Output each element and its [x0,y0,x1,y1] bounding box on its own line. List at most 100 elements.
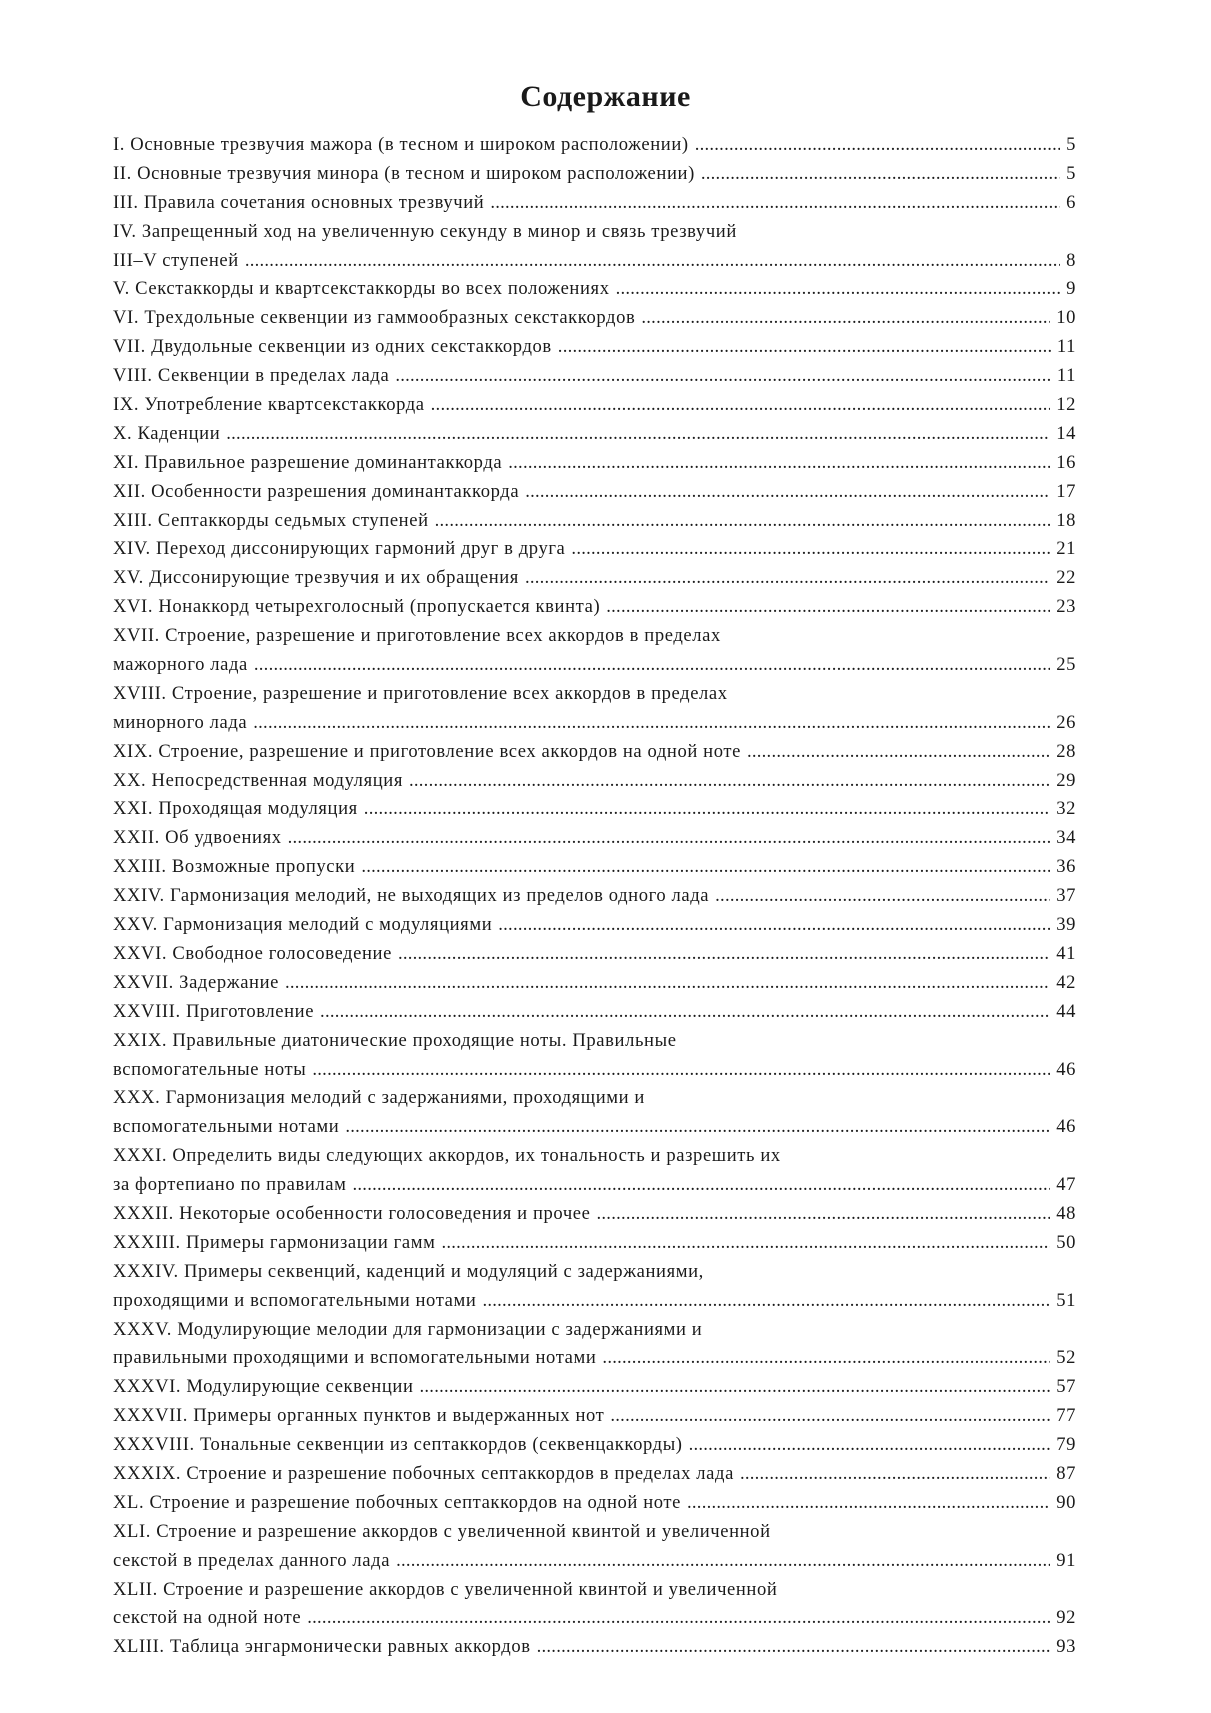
toc-entry-title: XXXI. Определить виды следующих аккордов… [113,1145,781,1167]
dot-leader [226,420,1050,449]
toc-page-number: 26 [1056,711,1076,733]
toc-entry: XXXVIII. Тональные секвенции из септакко… [113,1431,1076,1460]
toc-line: XL. Строение и разрешение побочных септа… [113,1489,1076,1518]
toc-line: XXXII. Некоторые особенности голосоведен… [113,1200,1076,1229]
toc-entry-title: XXIX. Правильные диатонические проходящи… [113,1029,677,1051]
toc-entry: XXVIII. Приготовление 44 [113,998,1076,1027]
toc-page-number: 5 [1066,134,1076,155]
toc-entry-title: XXV. Гармонизация мелодий с модуляциями [113,914,493,936]
toc-line: XX. Непосредственная модуляция 29 [113,767,1076,796]
toc-entry-title: XIV. Переход диссонирующих гармоний друг… [113,538,566,560]
toc-page-number: 29 [1056,769,1076,791]
toc-entry: XXV. Гармонизация мелодий с модуляциями 3… [113,911,1076,940]
toc-entry-title: XXXVII. Примеры органных пунктов и выдер… [113,1405,605,1427]
toc-line: XXV. Гармонизация мелодий с модуляциями 3… [113,911,1076,940]
toc-entry-title: III–V ступеней [113,249,239,271]
dot-leader [558,333,1051,362]
toc-line: X. Каденции 14 [113,420,1076,449]
toc-entry-title: XVIII. Строение, разрешение и приготовле… [113,682,728,704]
toc-entry-title: IX. Употребление квартсекстаккорда [113,394,425,416]
dot-leader [361,853,1050,882]
dot-leader [610,1402,1050,1431]
toc-entry-title: XV. Диссонирующие трезвучия и их обращен… [113,567,519,589]
toc-page-number: 17 [1056,480,1076,502]
toc-page-number: 39 [1056,914,1076,936]
toc-page-number: 52 [1056,1347,1076,1369]
dot-leader [525,564,1050,593]
toc-page-number: 34 [1056,827,1076,849]
dot-leader [689,1431,1051,1460]
toc-entry: XI. Правильное разрешение доминантаккорд… [113,449,1076,478]
toc-entry-title: XL. Строение и разрешение побочных септа… [113,1491,681,1513]
toc-page-number: 90 [1056,1491,1076,1513]
toc-entry: XXXII. Некоторые особенности голосоведен… [113,1200,1076,1229]
dot-leader [312,1056,1050,1085]
toc-page-number: 47 [1056,1174,1076,1196]
toc-entry-title: XXXV. Модулирующие мелодии для гармониза… [113,1318,703,1340]
toc-page-number: 36 [1056,856,1076,878]
toc-entry-title: V. Секстаккорды и квартсекстаккорды во в… [113,278,610,300]
toc-entry-title: XI. Правильное разрешение доминантаккорд… [113,451,503,473]
toc-page-number: 21 [1056,538,1076,560]
toc-page-number: 23 [1056,596,1076,618]
dot-leader [253,709,1050,738]
dot-leader [490,189,1060,218]
toc-entry-title: XXXIII. Примеры гармонизации гамм [113,1231,436,1253]
toc-line: XVI. Нонаккорд четырехголосный (пропуска… [113,593,1076,622]
toc-line: IV. Запрещенный ход на увеличенную секун… [113,218,1076,247]
toc-line: XLII. Строение и разрешение аккордов с у… [113,1576,1076,1605]
dot-leader [641,304,1050,333]
dot-leader [715,882,1050,911]
toc-entry-title: XXIII. Возможные пропуски [113,856,356,878]
toc-entry-title: XLII. Строение и разрешение аккордов с у… [113,1578,778,1600]
toc-entry-title: XIX. Строение, разрешение и приготовлени… [113,740,741,762]
toc-line: XXXI. Определить виды следующих аккордов… [113,1142,1076,1171]
toc-entry: XII. Особенности разрешения доминантакко… [113,478,1076,507]
toc-line: III–V ступеней 8 [113,247,1076,276]
toc-entry: XLI. Строение и разрешение аккордов с ув… [113,1518,1076,1576]
toc-line: XXXIX. Строение и разрешение побочных се… [113,1460,1076,1489]
dot-leader [441,1229,1050,1258]
toc-page-number: 22 [1056,567,1076,589]
toc-line: XXIII. Возможные пропуски 36 [113,853,1076,882]
toc-entry: XXXI. Определить виды следующих аккордов… [113,1142,1076,1200]
toc-page-number: 48 [1056,1202,1076,1224]
toc-entry: IV. Запрещенный ход на увеличенную секун… [113,218,1076,276]
toc-entry-title: XVI. Нонаккорд четырехголосный (пропуска… [113,596,601,618]
toc-entry: XVIII. Строение, разрешение и приготовле… [113,680,1076,738]
toc-line: VII. Двудольные секвенции из одних секст… [113,333,1076,362]
dot-leader [616,275,1061,304]
toc-entry: XXX. Гармонизация мелодий с задержаниями… [113,1084,1076,1142]
dot-leader [307,1604,1050,1633]
toc-entry: III. Правила сочетания основных трезвучи… [113,189,1076,218]
dot-leader [345,1113,1050,1142]
dot-leader [602,1344,1050,1373]
toc-entry-title: XXI. Проходящая модуляция [113,798,358,820]
toc-entry: XX. Непосредственная модуляция 29 [113,767,1076,796]
dot-leader [740,1460,1050,1489]
dot-leader [288,824,1051,853]
dot-leader [431,391,1051,420]
toc-page-number: 93 [1056,1636,1076,1658]
dot-leader [254,651,1050,680]
toc-entry-title: XIII. Септаккорды седьмых ступеней [113,509,429,531]
toc-line: IX. Употребление квартсекстаккорда 12 [113,391,1076,420]
table-of-contents: I. Основные трезвучия мажора (в тесном и… [113,131,1076,1662]
toc-page-number: 91 [1056,1549,1076,1571]
toc-entry-title: XLIII. Таблица энгармонически равных акк… [113,1636,531,1658]
toc-line: XII. Особенности разрешения доминантакко… [113,478,1076,507]
toc-line: секстой на одной ноте 92 [113,1604,1076,1633]
toc-entry: XXXVI. Модулирующие секвенции 57 [113,1373,1076,1402]
toc-entry-title: XXIV. Гармонизация мелодий, не выходящих… [113,885,710,907]
toc-line: II. Основные трезвучия минора (в тесном … [113,160,1076,189]
toc-entry: XXI. Проходящая модуляция 32 [113,795,1076,824]
toc-line: XI. Правильное разрешение доминантаккорд… [113,449,1076,478]
toc-line: XXXIV. Примеры секвенций, каденций и мод… [113,1258,1076,1287]
toc-page-number: 51 [1056,1289,1076,1311]
toc-entry-title: XLI. Строение и разрешение аккордов с ув… [113,1520,771,1542]
toc-line: за фортепиано по правилам 47 [113,1171,1076,1200]
toc-entry: XIV. Переход диссонирующих гармоний друг… [113,535,1076,564]
toc-entry: XXXIII. Примеры гармонизации гамм 50 [113,1229,1076,1258]
toc-page-number: 46 [1056,1058,1076,1080]
toc-line: XVII. Строение, разрешение и приготовлен… [113,622,1076,651]
